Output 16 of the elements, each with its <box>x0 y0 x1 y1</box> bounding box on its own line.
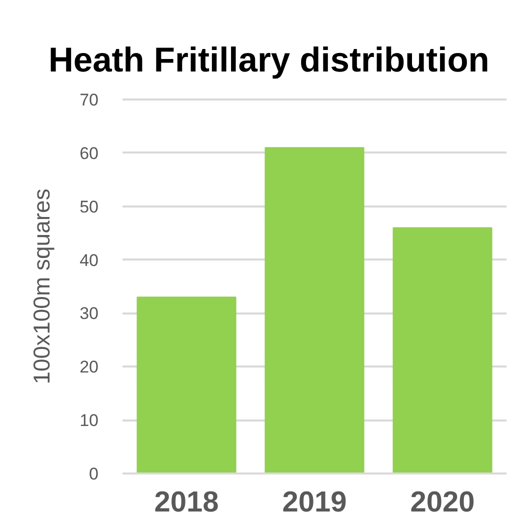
chart-title: Heath Fritillary distribution <box>48 42 490 80</box>
bar <box>392 227 492 474</box>
bar <box>136 296 236 474</box>
y-tick-label: 50 <box>80 197 99 216</box>
y-tick-label: 70 <box>80 90 99 110</box>
x-tick-label: 2019 <box>282 486 347 518</box>
y-tick-label: 20 <box>80 358 99 377</box>
y-tick-label: 0 <box>89 464 99 484</box>
y-tick-label: 60 <box>80 144 99 163</box>
y-tick-label: 30 <box>80 304 99 324</box>
x-tick-label: 2018 <box>154 486 219 518</box>
y-axis-title: 100x100m squares <box>28 188 55 384</box>
y-tick-label: 40 <box>80 250 99 270</box>
x-tick-label: 2020 <box>410 486 475 518</box>
y-tick-label: 10 <box>80 411 99 430</box>
bar <box>264 147 364 474</box>
